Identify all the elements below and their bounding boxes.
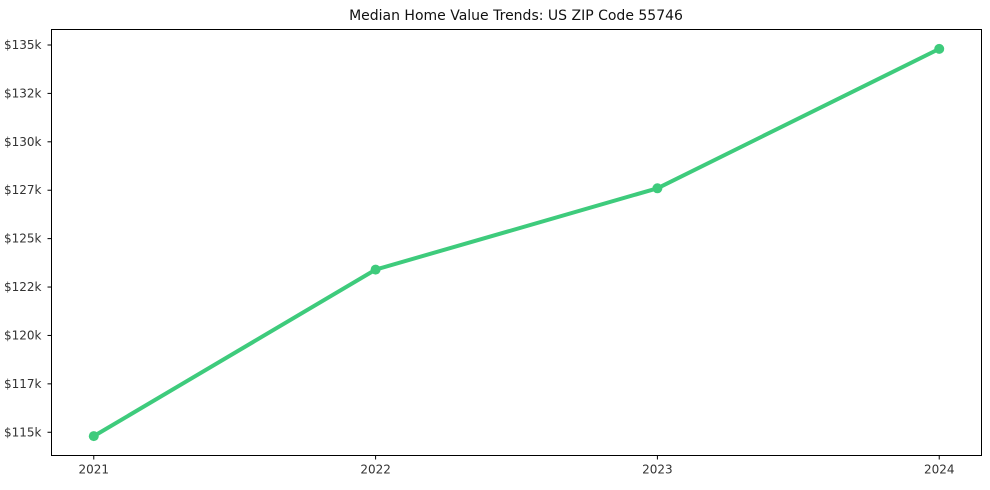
plot-border (51, 29, 982, 456)
data-point-marker (652, 183, 663, 194)
y-tick-label: $115k (4, 425, 42, 439)
y-tick-label: $132k (4, 86, 42, 100)
y-tick-label: $117k (4, 377, 42, 391)
chart-title: Median Home Value Trends: US ZIP Code 55… (349, 8, 683, 24)
data-point-marker (88, 431, 99, 442)
y-tick-label: $125k (4, 232, 42, 246)
y-tick-label: $120k (4, 328, 42, 342)
x-tick-label: 2023 (642, 463, 673, 477)
y-tick-label: $127k (4, 183, 42, 197)
data-point-marker (370, 264, 381, 275)
data-point-marker (934, 43, 945, 54)
y-tick-label: $135k (4, 38, 42, 52)
x-tick-label: 2022 (360, 463, 391, 477)
y-tick-label: $130k (4, 135, 42, 149)
x-tick-label: 2021 (78, 463, 109, 477)
x-tick-label: 2024 (924, 463, 955, 477)
series-line (91, 46, 942, 439)
y-tick-label: $122k (4, 280, 42, 294)
